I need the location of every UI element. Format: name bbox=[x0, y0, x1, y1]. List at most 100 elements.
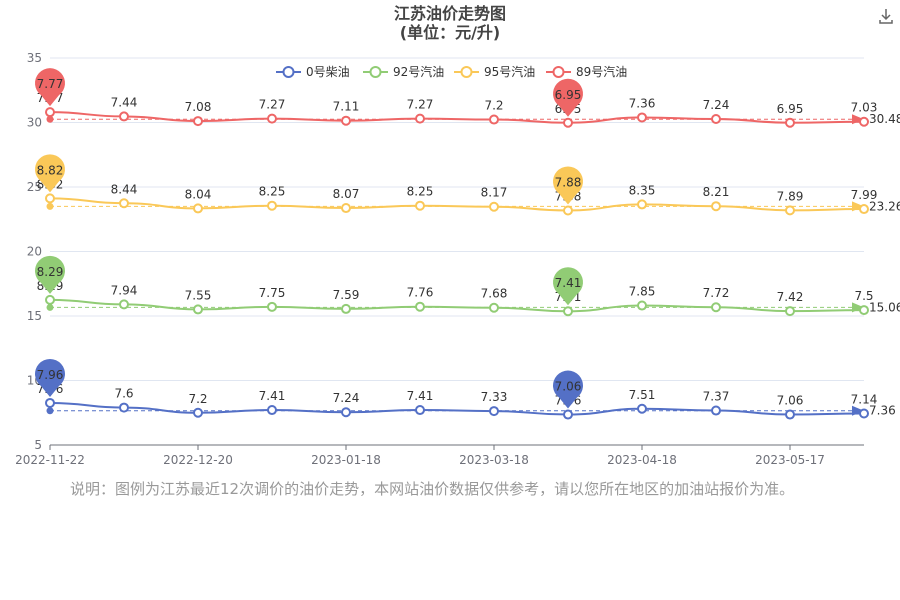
mark-pin: 7.77 bbox=[35, 68, 65, 107]
data-label: 6.95 bbox=[777, 102, 804, 116]
data-point[interactable] bbox=[341, 203, 351, 214]
data-point[interactable] bbox=[45, 397, 55, 408]
data-label: 7.36 bbox=[629, 96, 656, 110]
data-point[interactable] bbox=[785, 306, 795, 317]
data-label: 7.75 bbox=[259, 286, 286, 300]
data-point[interactable] bbox=[489, 201, 499, 212]
x-tick-label: 2023-03-18 bbox=[459, 453, 529, 467]
data-point[interactable] bbox=[711, 201, 721, 212]
y-tick-label: 5 bbox=[34, 438, 42, 452]
data-point[interactable] bbox=[415, 301, 425, 312]
data-point[interactable] bbox=[193, 203, 203, 214]
data-label: 7.76 bbox=[407, 286, 434, 300]
series-0号柴油: 7.36 7.96 7.6 7.2 7.41 7.24 7.41 7.33 7.06 7.51 7.… bbox=[35, 358, 896, 420]
data-point[interactable] bbox=[341, 303, 351, 314]
data-point[interactable] bbox=[785, 205, 795, 216]
x-tick-label: 2023-05-17 bbox=[755, 453, 825, 467]
data-point[interactable] bbox=[563, 205, 573, 216]
data-point[interactable] bbox=[489, 406, 499, 417]
data-point[interactable] bbox=[193, 116, 203, 127]
data-point[interactable] bbox=[785, 117, 795, 128]
data-label: 7.27 bbox=[407, 98, 434, 112]
data-point[interactable] bbox=[45, 294, 55, 305]
data-point[interactable] bbox=[859, 305, 869, 316]
y-tick-label: 20 bbox=[27, 245, 42, 259]
data-point[interactable] bbox=[193, 304, 203, 315]
series-line bbox=[49, 197, 865, 212]
pin-label: 7.06 bbox=[555, 380, 582, 394]
data-point[interactable] bbox=[637, 112, 647, 123]
data-point[interactable] bbox=[859, 204, 869, 215]
legend-item[interactable]: 92号汽油 bbox=[363, 64, 444, 79]
data-point[interactable] bbox=[637, 300, 647, 311]
data-point[interactable] bbox=[563, 409, 573, 420]
data-point[interactable] bbox=[563, 306, 573, 317]
x-tick-label: 2022-11-22 bbox=[15, 453, 85, 467]
data-point[interactable] bbox=[711, 405, 721, 416]
data-label: 7.51 bbox=[629, 388, 656, 402]
pin-shape bbox=[35, 68, 65, 107]
data-point[interactable] bbox=[637, 199, 647, 210]
data-label: 7.55 bbox=[185, 288, 212, 302]
data-point[interactable] bbox=[45, 193, 55, 204]
data-point[interactable] bbox=[637, 403, 647, 414]
legend-label: 89号汽油 bbox=[576, 64, 627, 79]
data-label: 7.24 bbox=[703, 98, 730, 112]
average-label: 30.48 bbox=[869, 112, 900, 126]
data-point[interactable] bbox=[193, 407, 203, 418]
data-point[interactable] bbox=[267, 200, 277, 211]
average-start-dot bbox=[46, 202, 54, 210]
data-point[interactable] bbox=[267, 113, 277, 124]
data-label: 7.94 bbox=[111, 283, 138, 297]
download-icon[interactable] bbox=[876, 6, 896, 26]
average-label: 15.06 bbox=[869, 300, 900, 314]
legend-item[interactable]: 89号汽油 bbox=[546, 64, 627, 79]
data-point[interactable] bbox=[859, 116, 869, 127]
legend: 0号柴油 92号汽油 95号汽油 89号汽油 bbox=[276, 64, 627, 79]
data-point[interactable] bbox=[859, 408, 869, 419]
chart-title: 江苏油价走势图 bbox=[393, 4, 506, 23]
pin-shape bbox=[553, 78, 584, 117]
data-point[interactable] bbox=[341, 115, 351, 126]
pin-label: 7.41 bbox=[555, 276, 582, 290]
data-point[interactable] bbox=[415, 405, 425, 416]
data-label: 7.08 bbox=[185, 100, 212, 114]
y-tick-label: 30 bbox=[27, 116, 42, 130]
legend-label: 0号柴油 bbox=[306, 65, 350, 79]
data-point[interactable] bbox=[45, 107, 55, 118]
pin-label: 7.96 bbox=[37, 368, 64, 382]
data-label: 7.2 bbox=[484, 99, 503, 113]
data-label: 7.27 bbox=[259, 98, 286, 112]
data-point[interactable] bbox=[119, 402, 129, 413]
data-point[interactable] bbox=[563, 117, 573, 128]
mark-pin: 6.95 bbox=[553, 78, 584, 117]
mark-pin: 7.41 bbox=[553, 267, 584, 306]
data-point[interactable] bbox=[119, 299, 129, 310]
footnote: 说明：图例为江苏最近12次调价的油价走势，本网站油价数据仅供参考，请以您所在地区… bbox=[70, 480, 795, 498]
data-label: 8.04 bbox=[185, 187, 212, 201]
data-point[interactable] bbox=[415, 200, 425, 211]
data-label: 8.25 bbox=[259, 185, 286, 199]
data-label: 7.41 bbox=[259, 389, 286, 403]
data-point[interactable] bbox=[489, 302, 499, 313]
data-label: 8.25 bbox=[407, 185, 434, 199]
data-point[interactable] bbox=[785, 409, 795, 420]
data-point[interactable] bbox=[341, 407, 351, 418]
legend-item[interactable]: 0号柴油 bbox=[276, 65, 350, 79]
data-point[interactable] bbox=[267, 301, 277, 312]
data-label: 7.03 bbox=[851, 101, 878, 115]
data-point[interactable] bbox=[119, 198, 129, 209]
mark-pin: 8.29 bbox=[35, 255, 65, 294]
data-point[interactable] bbox=[711, 114, 721, 125]
data-point[interactable] bbox=[267, 405, 277, 416]
pin-shape bbox=[553, 166, 584, 205]
data-label: 7.68 bbox=[481, 287, 508, 301]
legend-item[interactable]: 95号汽油 bbox=[454, 64, 535, 79]
mark-pin: 8.82 bbox=[35, 154, 65, 193]
y-tick-label: 15 bbox=[27, 309, 42, 323]
data-point[interactable] bbox=[119, 111, 129, 122]
data-point[interactable] bbox=[415, 113, 425, 124]
data-point[interactable] bbox=[711, 302, 721, 313]
legend-marker bbox=[552, 66, 565, 78]
data-point[interactable] bbox=[489, 114, 499, 125]
